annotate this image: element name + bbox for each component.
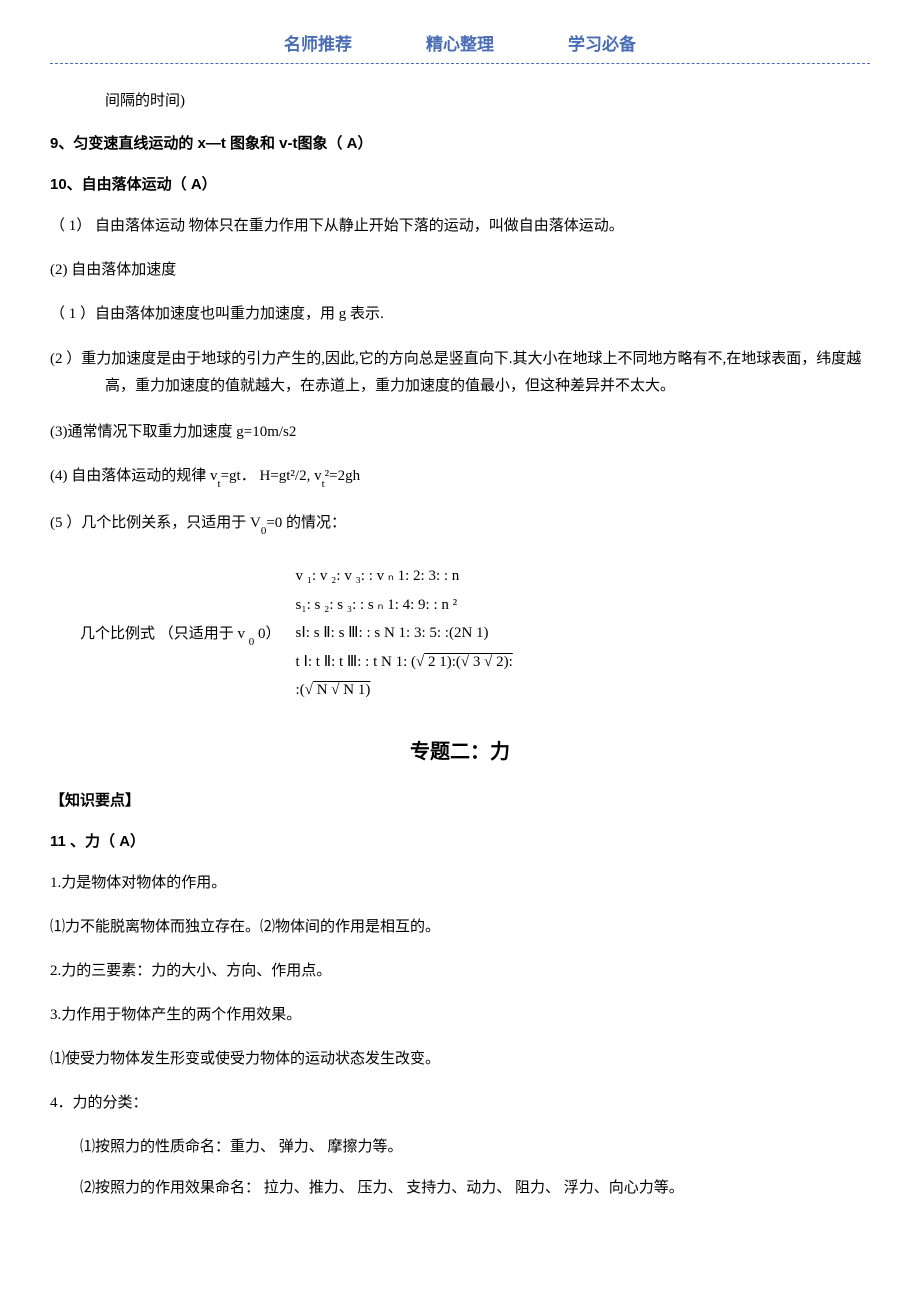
s10-i7-prefix: (5 ）几个比例关系，只适用于 V: [50, 515, 261, 531]
intro-fragment: 间隔的时间): [105, 89, 870, 110]
s10-i6-mid: =gt． H=gt²/2, v: [221, 468, 322, 484]
s10-i6-prefix: (4) 自由落体运动的规律 v: [50, 468, 218, 484]
s11-item-5: ⑴使受力物体发生形变或使受力物体的运动状态发生改变。: [50, 1047, 870, 1071]
rl5-suffix: N 1): [340, 682, 371, 698]
rl4-sqrt2: 3 √: [469, 654, 492, 670]
s11-item-3: 2.力的三要素：力的大小、方向、作用点。: [50, 959, 870, 983]
s10-item-6: (4) 自由落体运动的规律 vt=gt． H=gt²/2, vt²=2gh: [50, 464, 870, 491]
ratio-section: 几个比例式 （只适用于 v 0 0） v ₁: v ₂: v ₃: : v ₙ …: [80, 562, 870, 705]
s10-i6-suffix: ²=2gh: [325, 468, 360, 484]
section-10-heading: 10、自由落体运动（ A）: [50, 173, 870, 194]
ratio-line-2: s₁: s ₂: s ₃: : s ₙ 1: 4: 9: : n ²: [296, 591, 513, 620]
rl5-prefix: :(√: [296, 682, 313, 698]
s11-item-2: ⑴力不能脱离物体而独立存在。⑵物体间的作用是相互的。: [50, 915, 870, 939]
s10-item-3: （ 1 ）自由落体加速度也叫重力加速度，用 g 表示.: [50, 302, 870, 326]
ratio-label-suffix: 0）: [254, 626, 280, 642]
header-center: 精心整理: [426, 35, 494, 54]
s10-item-7: (5 ）几个比例关系，只适用于 V0=0 的情况：: [50, 511, 870, 538]
section-9-heading: 9、匀变速直线运动的 x—t 图象和 v-t图象（ A）: [50, 132, 870, 153]
s10-i7-suffix: =0 的情况：: [266, 515, 346, 531]
s10-i6-sub1: t: [218, 478, 221, 490]
rl5-sqrt1: N √: [313, 682, 340, 698]
rl4-suffix: 2):: [492, 654, 512, 670]
ratio-line-4: t Ⅰ: t Ⅱ: t Ⅲ: : t N 1: (√ 2 1):(√ 3 √ 2…: [296, 648, 513, 677]
topic-2-title: 专题二：力: [50, 735, 870, 764]
ratio-label-sub: 0: [249, 636, 255, 648]
header-left: 名师推荐: [284, 35, 352, 54]
s10-item-4: (2 ）重力加速度是由于地球的引力产生的,因此,它的方向总是竖直向下.其大小在地…: [50, 346, 870, 400]
s11-item-6: 4．力的分类：: [50, 1091, 870, 1115]
ratio-line-5: :(√ N √ N 1): [296, 676, 513, 705]
s11-item-1: 1.力是物体对物体的作用。: [50, 871, 870, 895]
ratio-formulas: v ₁: v ₂: v ₃: : v ₙ 1: 2: 3: : n s₁: s …: [296, 562, 513, 705]
section-11-heading: 11 、力（ A）: [50, 830, 870, 851]
s11-item-4: 3.力作用于物体产生的两个作用效果。: [50, 1003, 870, 1027]
header-right: 学习必备: [568, 35, 636, 54]
s10-i6-sub2: t: [322, 478, 325, 490]
s11-item-7: ⑴按照力的性质命名：重力、 弹力、 摩擦力等。: [50, 1135, 870, 1156]
rl4-sqrt1: 2 1):(√: [424, 654, 469, 670]
s10-i7-sub: 0: [261, 525, 267, 537]
ratio-line-3: sⅠ: s Ⅱ: s Ⅲ: : s N 1: 3: 5: :(2N 1): [296, 619, 513, 648]
s10-item-2: (2) 自由落体加速度: [50, 258, 870, 282]
knowledge-heading: 【知识要点】: [50, 789, 870, 810]
s10-item-5: (3)通常情况下取重力加速度 g=10m/s2: [50, 420, 870, 444]
ratio-label-prefix: 几个比例式 （只适用于 v: [80, 626, 249, 642]
ratio-label: 几个比例式 （只适用于 v 0 0）: [80, 622, 281, 645]
rl4-prefix: t Ⅰ: t Ⅱ: t Ⅲ: : t N 1: (√: [296, 654, 425, 670]
ratio-line-1: v ₁: v ₂: v ₃: : v ₙ 1: 2: 3: : n: [296, 562, 513, 591]
s10-item-1: （ 1） 自由落体运动 物体只在重力作用下从静止开始下落的运动，叫做自由落体运动…: [50, 214, 870, 238]
page-header: 名师推荐 精心整理 学习必备: [50, 30, 870, 64]
s11-item-8: ⑵按照力的作用效果命名： 拉力、推力、 压力、 支持力、动力、 阻力、 浮力、向…: [50, 1176, 870, 1197]
